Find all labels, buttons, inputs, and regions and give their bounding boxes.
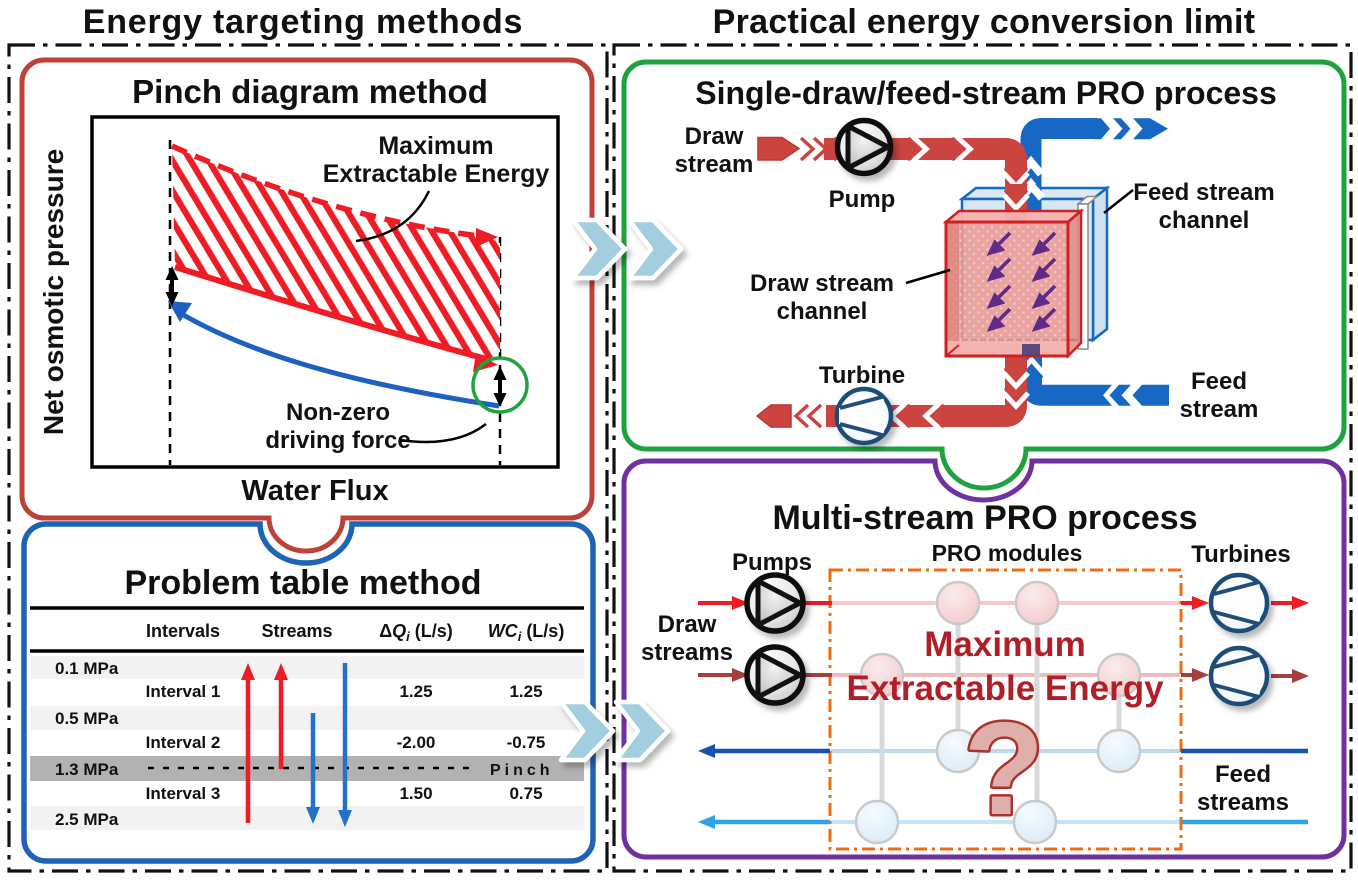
svg-text:ΔQi (L/s): ΔQi (L/s) — [379, 621, 453, 644]
svg-text:Pump: Pump — [829, 186, 896, 213]
svg-text:Draw stream: Draw stream — [750, 270, 894, 297]
svg-text:Turbines: Turbines — [1191, 541, 1291, 568]
svg-text:Extractable Energy: Extractable Energy — [323, 160, 550, 188]
svg-text:channel: channel — [777, 298, 868, 325]
svg-text:Draw: Draw — [658, 611, 717, 638]
svg-text:Pinch diagram method: Pinch diagram method — [132, 73, 488, 110]
svg-text:1.3 MPa: 1.3 MPa — [55, 760, 119, 779]
svg-text:Maximum: Maximum — [378, 132, 493, 160]
svg-text:stream: stream — [675, 151, 754, 178]
svg-text:Turbine: Turbine — [819, 362, 905, 389]
svg-text:Multi-stream PRO process: Multi-stream PRO process — [772, 499, 1197, 537]
svg-text:Feed: Feed — [1191, 368, 1247, 395]
svg-text:streams: streams — [1197, 789, 1289, 816]
svg-text:Pumps: Pumps — [732, 549, 812, 576]
svg-text:2.5 MPa: 2.5 MPa — [55, 810, 119, 829]
svg-text:-0.75: -0.75 — [507, 733, 546, 752]
svg-text:Practical energy conversion li: Practical energy conversion limit — [713, 3, 1256, 41]
svg-text:Extractable Energy: Extractable Energy — [846, 669, 1164, 708]
svg-text:Maximum: Maximum — [924, 625, 1085, 664]
svg-text:driving force: driving force — [265, 427, 410, 454]
svg-text:PRO modules: PRO modules — [932, 540, 1083, 566]
svg-text:Water Flux: Water Flux — [241, 475, 388, 507]
svg-text:Feed: Feed — [1215, 761, 1271, 788]
svg-text:Interval 1: Interval 1 — [146, 682, 221, 701]
svg-text:1.25: 1.25 — [509, 682, 542, 701]
svg-text:?: ? — [964, 695, 1045, 842]
svg-text:Intervals: Intervals — [146, 621, 220, 641]
svg-text:Problem table method: Problem table method — [124, 564, 481, 602]
svg-text:Single-draw/feed-stream PRO pr: Single-draw/feed-stream PRO process — [695, 75, 1277, 111]
svg-text:Net osmotic pressure: Net osmotic pressure — [38, 149, 69, 435]
svg-text:-2.00: -2.00 — [397, 733, 436, 752]
svg-text:WCi (L/s): WCi (L/s) — [488, 621, 565, 644]
svg-text:1.25: 1.25 — [399, 682, 432, 701]
svg-text:0.5 MPa: 0.5 MPa — [55, 709, 119, 728]
svg-text:Streams: Streams — [261, 621, 332, 641]
svg-text:channel: channel — [1159, 207, 1250, 234]
svg-text:Energy targeting methods: Energy targeting methods — [83, 3, 523, 41]
svg-text:Non-zero: Non-zero — [286, 399, 390, 426]
svg-text:Interval 2: Interval 2 — [146, 733, 221, 752]
svg-text:0.75: 0.75 — [509, 784, 542, 803]
svg-text:streams: streams — [641, 639, 733, 666]
svg-text:stream: stream — [1180, 396, 1259, 423]
svg-text:Draw: Draw — [685, 123, 744, 150]
svg-text:0.1 MPa: 0.1 MPa — [55, 659, 119, 678]
svg-text:Feed stream: Feed stream — [1133, 179, 1274, 206]
svg-text:1.50: 1.50 — [399, 784, 432, 803]
svg-text:Pinch: Pinch — [490, 762, 554, 779]
svg-text:Interval 3: Interval 3 — [146, 784, 221, 803]
